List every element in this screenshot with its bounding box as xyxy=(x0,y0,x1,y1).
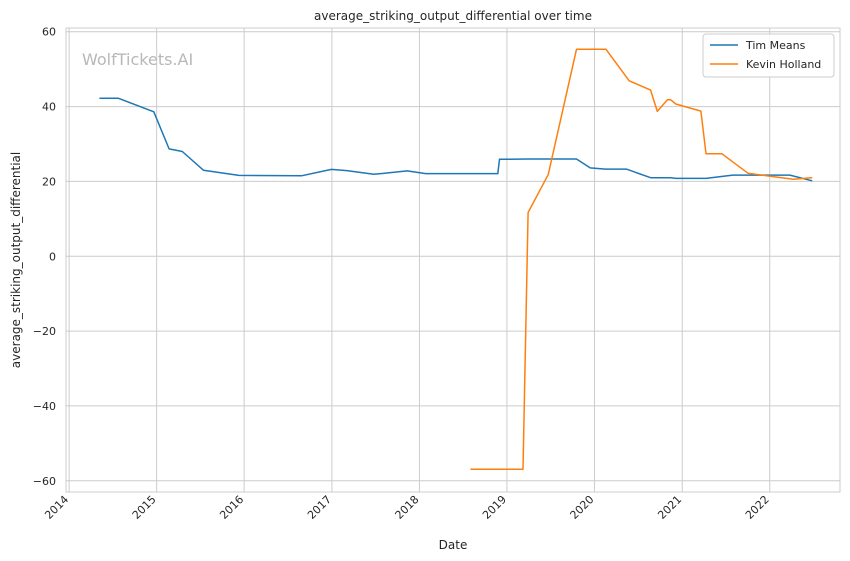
watermark: WolfTickets.AI xyxy=(82,50,193,69)
y-tick-label: 60 xyxy=(42,26,56,39)
y-tick-label: 0 xyxy=(49,250,56,263)
x-tick-label: 2019 xyxy=(480,493,509,522)
y-tick-label: −20 xyxy=(33,325,56,338)
series-lines xyxy=(99,48,813,470)
x-tick-label: 2020 xyxy=(568,493,597,522)
legend-label: Kevin Holland xyxy=(746,58,821,71)
x-tick-label: 2015 xyxy=(130,493,159,522)
y-tick-label: −40 xyxy=(33,400,56,413)
x-tick-label: 2017 xyxy=(305,493,334,522)
grid xyxy=(66,28,840,492)
legend: Tim Means Kevin Holland xyxy=(702,33,835,78)
y-tick-label: 40 xyxy=(42,101,56,114)
y-tick-label: −60 xyxy=(33,475,56,488)
chart-title: average_striking_output_differential ove… xyxy=(314,9,592,23)
y-axis-label: average_striking_output_differential xyxy=(9,152,23,368)
series-line-tim-means xyxy=(99,97,813,182)
x-axis-label: Date xyxy=(439,538,468,552)
x-tick-label: 2014 xyxy=(42,493,71,522)
x-tick-label: 2022 xyxy=(743,493,772,522)
y-tick-labels: −60 −40 −20 0 20 40 60 xyxy=(33,26,56,488)
y-tick-label: 20 xyxy=(42,175,56,188)
x-tick-labels: 2014 2015 2016 2017 2018 2019 2020 2021 2022 xyxy=(42,493,772,522)
plot-area xyxy=(65,27,841,493)
x-tick-label: 2016 xyxy=(217,493,246,522)
series-line-kevin-holland xyxy=(470,48,813,470)
x-tick-label: 2021 xyxy=(655,493,684,522)
x-tick-label: 2018 xyxy=(393,493,422,522)
legend-label: Tim Means xyxy=(745,39,806,52)
